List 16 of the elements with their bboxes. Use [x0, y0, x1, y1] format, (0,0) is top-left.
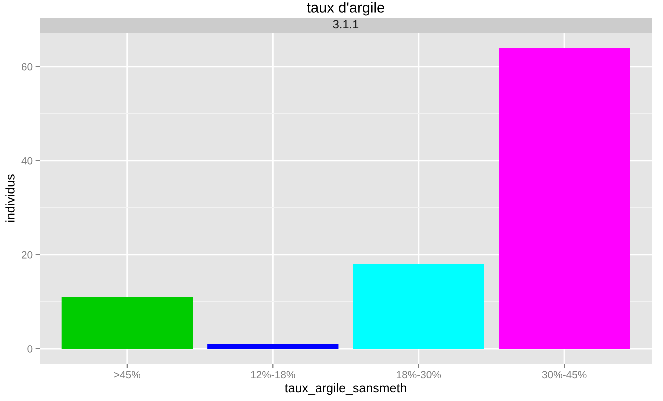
chart-subtitle: 3.1.1 — [333, 20, 359, 29]
y-tick-label: 60 — [22, 63, 33, 71]
chart-title: taux d'argile — [307, 2, 384, 16]
x-tick-label: >45% — [114, 371, 141, 379]
x-tick-label: 12%-18% — [251, 371, 296, 379]
x-axis-title: taux_argile_sansmeth — [285, 383, 406, 396]
y-tick-label: 0 — [28, 345, 33, 353]
bar — [353, 264, 484, 349]
bar — [208, 344, 339, 349]
bar — [499, 48, 630, 349]
y-tick-label: 40 — [22, 157, 33, 165]
y-axis-title: individus — [6, 174, 15, 222]
y-tick-label: 20 — [22, 251, 33, 259]
x-tick-label: 30%-45% — [542, 371, 587, 379]
bar — [62, 297, 193, 349]
x-tick-label: 18%-30% — [397, 371, 442, 379]
